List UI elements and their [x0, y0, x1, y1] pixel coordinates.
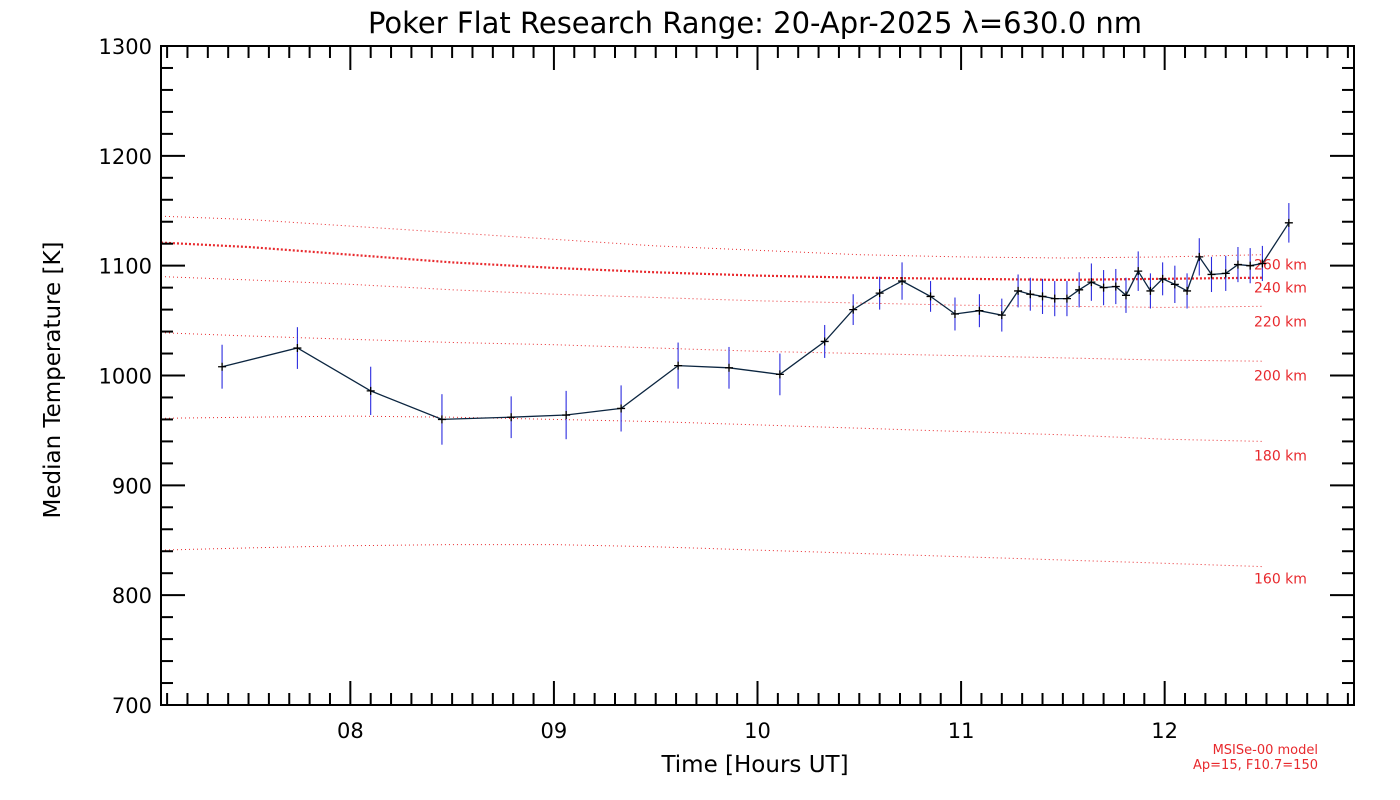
data-point	[997, 311, 1006, 320]
data-point	[293, 344, 302, 353]
data-point	[1183, 286, 1192, 295]
data-point	[820, 337, 829, 346]
model-note-name: MSISe-00 model	[1213, 743, 1318, 758]
data-point	[674, 361, 683, 370]
y-tick-label: 700	[112, 694, 152, 718]
series-line-0	[221, 222, 1290, 421]
chart-title: Poker Flat Research Range: 20-Apr-2025 λ…	[368, 6, 1142, 40]
data-point	[507, 413, 516, 422]
x-tick-label: 10	[744, 719, 771, 743]
data-point	[1233, 260, 1242, 269]
data-point	[849, 305, 858, 314]
data-point	[218, 362, 227, 371]
data-point	[1014, 286, 1023, 295]
y-axis-label: Median Temperature [K]	[40, 242, 66, 519]
data-point	[1062, 294, 1071, 303]
model-curve-4	[160, 415, 1263, 442]
altitude-label-0: 260 km	[1254, 258, 1307, 274]
y-tick-label: 800	[112, 584, 152, 608]
data-point	[1121, 291, 1130, 300]
x-tick-label: 09	[541, 719, 568, 743]
data-point	[1050, 294, 1059, 303]
altitude-label-3: 200 km	[1254, 369, 1307, 385]
data-point	[1246, 261, 1255, 270]
model-curve-2	[160, 276, 1263, 308]
data-series	[218, 203, 1293, 445]
x-axis-label: Time [Hours UT]	[660, 752, 848, 778]
data-point	[926, 292, 935, 301]
altitude-label-5: 160 km	[1254, 572, 1307, 588]
model-note-params: Ap=15, F10.7=150	[1193, 758, 1318, 773]
data-point	[1026, 290, 1035, 299]
data-point	[875, 289, 884, 298]
data-point	[1158, 274, 1167, 283]
data-point	[1284, 218, 1293, 227]
y-tick-label: 900	[112, 474, 152, 498]
altitude-labels: 260 km 240 km 220 km 200 km 180 km 160 km	[1254, 258, 1307, 588]
data-point	[950, 309, 959, 318]
data-point	[975, 306, 984, 315]
model-curve-0	[160, 215, 1263, 259]
data-point	[1111, 282, 1120, 291]
data-point	[1146, 286, 1155, 295]
data-point	[898, 277, 907, 286]
model-curve-3	[160, 332, 1263, 362]
model-curves	[160, 215, 1263, 568]
data-point	[366, 386, 375, 395]
altitude-label-1: 240 km	[1254, 281, 1307, 297]
data-point	[1221, 269, 1230, 278]
y-tick-label: 1000	[99, 365, 152, 389]
data-point	[1258, 259, 1267, 268]
data-point	[1207, 270, 1216, 279]
x-tick-label: 08	[337, 719, 364, 743]
y-tick-label: 1100	[99, 255, 152, 279]
model-curve-1	[160, 241, 1263, 282]
data-point	[1099, 283, 1108, 292]
plot-frame	[160, 45, 1355, 706]
altitude-label-2: 220 km	[1254, 315, 1307, 331]
y-tick-label: 1200	[99, 145, 152, 169]
axes: 700 800 900 1000 1100 1200 1300 08 09 10 11 12	[99, 35, 1355, 743]
data-point	[1075, 285, 1084, 294]
y-tick-label: 1300	[99, 35, 152, 59]
model-curve-5	[160, 544, 1263, 568]
data-point	[1087, 278, 1096, 287]
altitude-label-4: 180 km	[1254, 449, 1307, 465]
data-point	[775, 370, 784, 379]
data-point	[1170, 280, 1179, 289]
data-point	[562, 411, 571, 420]
data-point	[1134, 267, 1143, 276]
data-point	[1195, 252, 1204, 261]
data-point	[437, 415, 446, 424]
data-point	[617, 404, 626, 413]
x-tick-label: 11	[948, 719, 975, 743]
x-tick-label: 12	[1151, 719, 1178, 743]
data-point	[724, 363, 733, 372]
data-point	[1038, 292, 1047, 301]
